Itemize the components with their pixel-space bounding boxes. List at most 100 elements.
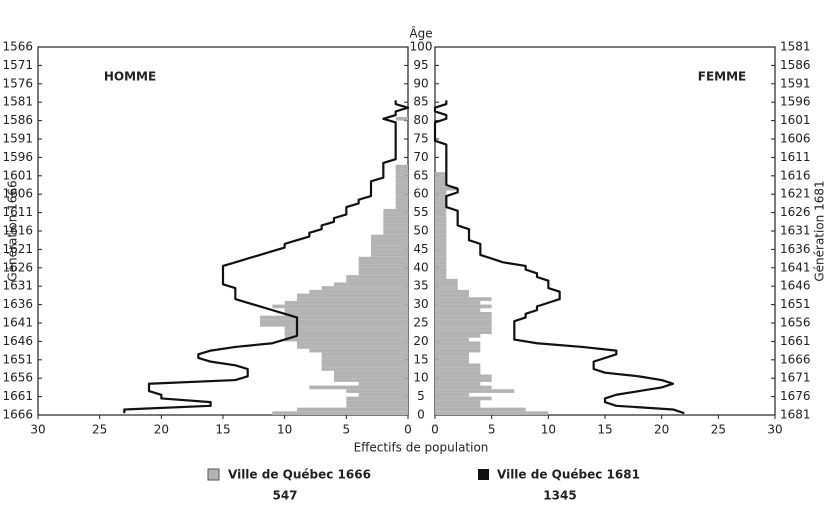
bar	[435, 223, 447, 228]
bar	[435, 392, 469, 397]
bar	[435, 300, 481, 305]
age-tick-label: 10	[413, 371, 428, 385]
bar	[395, 183, 408, 187]
bar	[284, 337, 408, 342]
bar	[309, 289, 408, 294]
bar	[435, 260, 447, 265]
x-tick-label: 30	[30, 423, 45, 437]
bar	[435, 249, 447, 254]
bar	[435, 363, 481, 368]
bar	[297, 407, 408, 412]
bar	[371, 249, 408, 254]
generation-tick-label: 1651	[2, 352, 33, 366]
bar	[435, 403, 481, 408]
generation-tick-label: 1646	[780, 279, 811, 293]
x-tick-label: 15	[597, 423, 612, 437]
bar	[435, 216, 447, 220]
bar	[435, 186, 458, 191]
line	[433, 100, 685, 415]
bar	[346, 396, 408, 401]
bar	[358, 267, 408, 272]
generation-tick-label: 1666	[780, 352, 811, 366]
bar	[346, 275, 408, 279]
age-tick-label: 30	[413, 297, 428, 311]
bar	[435, 381, 481, 386]
generation-tick-label: 1566	[2, 40, 33, 54]
bar	[358, 264, 408, 268]
bar	[346, 400, 408, 404]
bar	[334, 370, 408, 375]
bar	[297, 341, 408, 346]
bar	[272, 304, 408, 309]
bar	[435, 179, 447, 184]
age-tick-label: 45	[413, 242, 428, 256]
age-tick-label: 60	[413, 187, 428, 201]
bar	[309, 348, 408, 353]
bar	[371, 253, 408, 257]
bar	[435, 297, 492, 301]
x-tick-label: 0	[404, 423, 412, 437]
x-tick-label: 15	[215, 423, 230, 437]
bar	[435, 348, 481, 353]
generation-tick-label: 1636	[780, 242, 811, 256]
generation-tick-label: 1591	[780, 76, 811, 90]
bar	[334, 282, 408, 287]
bar	[435, 315, 492, 320]
age-tick-label: 0	[417, 408, 425, 422]
bar	[435, 183, 447, 187]
bar	[395, 116, 408, 121]
bar	[260, 319, 408, 323]
bar	[435, 286, 458, 290]
legend-label: Ville de Québec 1681	[497, 468, 640, 482]
age-tick-label: 85	[413, 95, 428, 109]
generation-tick-label: 1601	[780, 113, 811, 127]
bar	[395, 197, 408, 202]
bar	[435, 374, 492, 379]
generation-tick-label: 1586	[2, 113, 33, 127]
bar	[358, 271, 408, 276]
bar	[297, 345, 408, 349]
bar	[435, 231, 447, 235]
generation-tick-label: 1596	[780, 95, 811, 109]
bar	[435, 330, 492, 335]
generation-tick-label: 1626	[2, 260, 33, 274]
age-tick-label: 5	[417, 389, 425, 403]
generation-tick-label: 1621	[780, 187, 811, 201]
bar	[435, 267, 447, 272]
generation-tick-label: 1656	[2, 371, 33, 385]
generation-tick-label: 1646	[2, 334, 33, 348]
bar	[435, 197, 447, 202]
right-label: FEMME	[698, 70, 746, 84]
bar	[435, 278, 458, 283]
bar	[395, 201, 408, 206]
generation-tick-label: 1661	[2, 389, 33, 403]
age-tick-label: 55	[413, 205, 428, 219]
bar	[435, 370, 481, 375]
age-tick-label: 15	[413, 352, 428, 366]
bar	[383, 212, 408, 217]
bar	[435, 175, 447, 180]
age-tick-label: 100	[410, 40, 433, 54]
bar	[383, 227, 408, 231]
bar	[395, 179, 408, 184]
bar	[435, 352, 469, 357]
bar	[371, 245, 408, 250]
generation-tick-label: 1626	[780, 205, 811, 219]
age-tick-label: 65	[413, 168, 428, 182]
bar	[435, 345, 481, 349]
bar	[383, 216, 408, 220]
bar	[435, 212, 447, 217]
bar	[284, 326, 408, 331]
line	[123, 100, 410, 414]
bar	[435, 311, 492, 316]
age-tick-label: 50	[413, 224, 428, 238]
age-tick-label: 20	[413, 334, 428, 348]
right-axis-label: Génération 1681	[813, 180, 827, 281]
generation-tick-label: 1676	[780, 389, 811, 403]
x-axis-label: Effectifs de population	[354, 441, 489, 455]
bar	[435, 253, 447, 257]
bar	[435, 245, 447, 250]
bar	[435, 234, 447, 239]
bar	[395, 186, 408, 191]
bar	[435, 326, 492, 331]
